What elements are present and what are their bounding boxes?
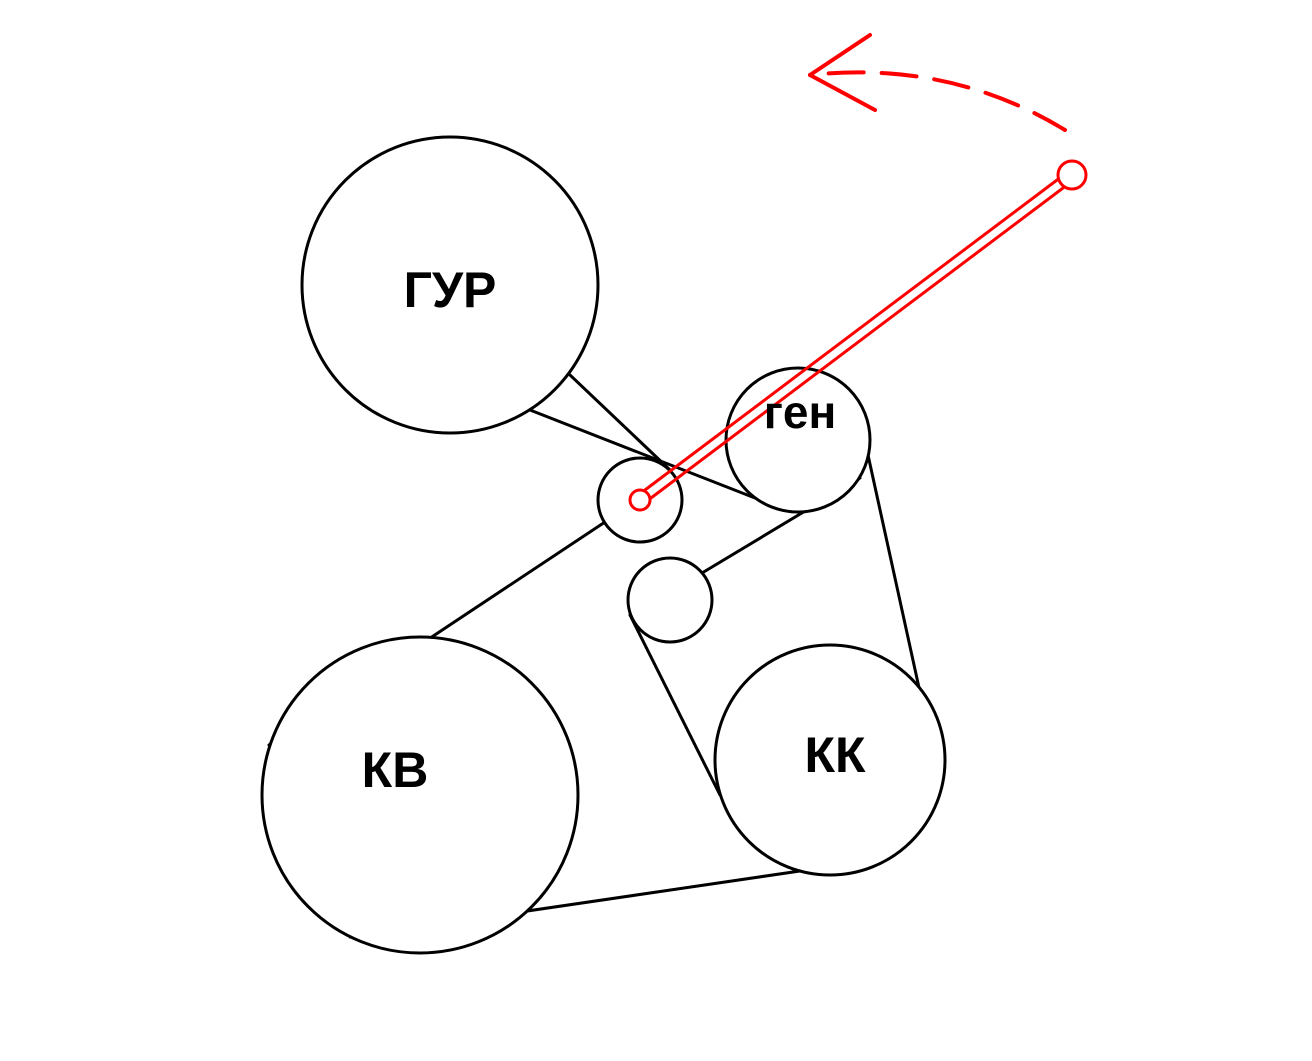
lever-pivot-icon	[630, 490, 650, 510]
belt-diagram	[0, 0, 1312, 1056]
label-kv: КВ	[362, 741, 429, 799]
label-kk: КК	[804, 726, 865, 784]
label-gur: ГУР	[404, 261, 497, 319]
pulley-tensioner_bottom	[628, 558, 712, 642]
label-gen: ген	[764, 385, 837, 439]
belt-segment	[570, 375, 670, 470]
diagram-svg	[0, 0, 1312, 1056]
lever-end-icon	[1058, 161, 1086, 189]
direction-arrow-arc	[810, 72, 1065, 130]
